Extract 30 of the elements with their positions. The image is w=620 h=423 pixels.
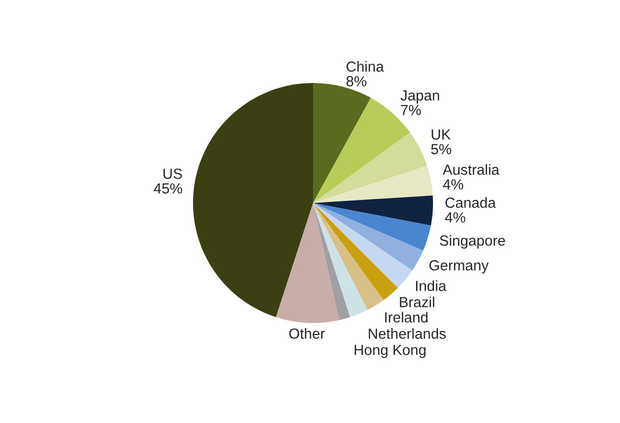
pie-slice [313, 203, 384, 310]
pie-slice [313, 166, 433, 203]
slice-label: India [416, 280, 446, 292]
pie-slice [313, 195, 433, 226]
slice-label: Netherlands [368, 328, 446, 339]
slice-label: Other [289, 328, 325, 339]
data-label: 45% [154, 183, 182, 194]
pie-slice [313, 203, 398, 300]
slice-label: Australia [442, 164, 500, 175]
slice-label: Singapore [440, 235, 506, 249]
slice-label: Canada [445, 197, 496, 208]
pie-slice [313, 203, 424, 270]
data-label: 8% [346, 76, 366, 86]
data-label: 5% [431, 144, 452, 154]
slice-label: Japan [400, 90, 440, 104]
slice-label: China [346, 61, 384, 72]
data-label: 4% [445, 212, 466, 222]
pie-slice [313, 203, 431, 251]
pie-slice [276, 203, 340, 323]
slice-label: Hong Kong [354, 344, 426, 358]
data-label: 7% [401, 104, 421, 116]
slice-label: US [163, 168, 182, 179]
pie-slice [313, 203, 350, 320]
pie-slice [193, 83, 313, 318]
slice-label: Ireland [385, 312, 428, 323]
pie-slice [313, 132, 428, 203]
slice-label: UK [432, 129, 451, 140]
data-label: 4% [442, 179, 464, 190]
slice-label: Germany [429, 260, 489, 274]
slice-label: Brazil [400, 296, 434, 308]
